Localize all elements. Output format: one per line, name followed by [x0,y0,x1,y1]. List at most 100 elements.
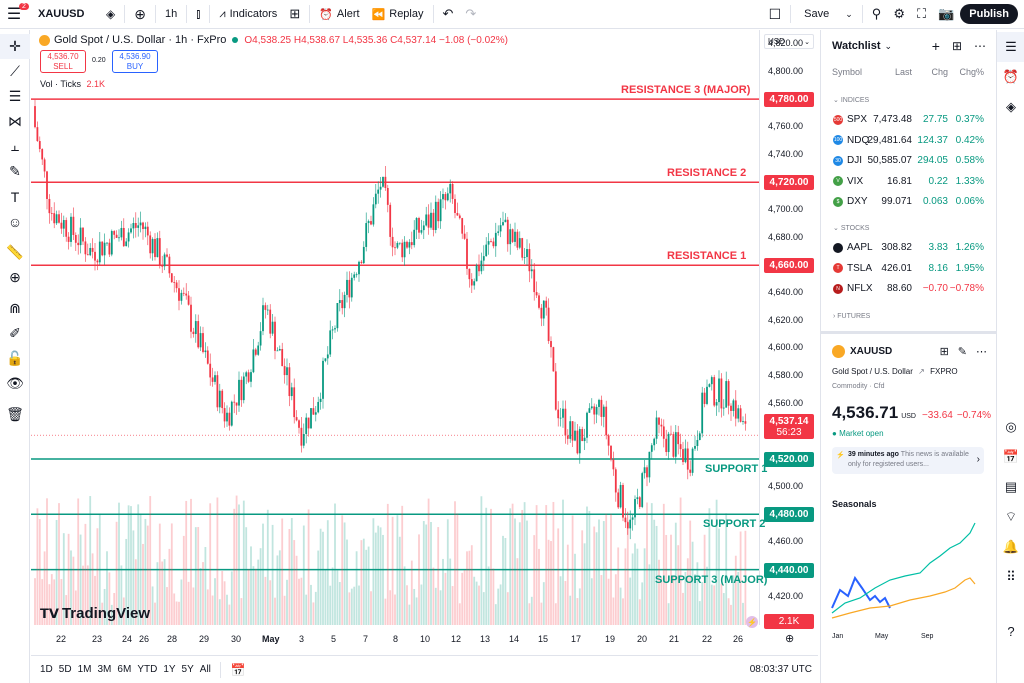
level-label[interactable]: RESISTANCE 2 [667,167,747,180]
text-icon[interactable]: T [10,188,20,205]
save-button[interactable]: Save [804,8,830,20]
seasonals-chart[interactable] [830,518,985,628]
watchlist-row[interactable]: 30 DJI 50,585.07 294.05 0.58% [821,150,996,171]
magnet-icon[interactable]: ⋒ [9,300,21,316]
pattern-icon[interactable]: ⋈ [8,113,22,129]
y-axis[interactable] [759,30,818,625]
col-last[interactable]: Last [894,66,912,77]
watchlist-row[interactable]: AAPL 308.82 3.83 1.26% [821,237,996,258]
quick-search-icon[interactable]: ⚲ [871,6,882,21]
seasonals-title[interactable]: Seasonals [832,499,877,509]
sell-button[interactable]: 4,536.70 SELL [40,50,86,73]
menu-button[interactable]: ☰ 2 [0,0,29,29]
apps-icon[interactable]: ⠿ [1006,569,1016,584]
layout-icon[interactable]: ⊞ [939,345,949,358]
symbol-title[interactable]: Gold Spot / U.S. Dollar · 1h · FxPro [54,34,227,46]
interval-button[interactable]: 1h [164,8,178,20]
axis-settings-icon[interactable]: ⊕ [785,633,795,645]
redo-icon[interactable]: ↷ [465,6,477,21]
add-symbol-icon[interactable]: + [931,38,940,54]
replay-button[interactable]: ⏪ Replay [366,0,430,29]
chevron-down-icon[interactable]: ⌄ [884,40,893,51]
details-symbol[interactable]: XAUUSD [850,345,893,357]
chart-area[interactable]: Gold Spot / U.S. Dollar · 1h · FxPro O4,… [31,30,818,655]
watchlist-row[interactable]: 100 NDQ 29,481.64 124.37 0.42% [821,130,996,151]
add-symbol-icon[interactable]: ⊕ [134,5,146,22]
lock-icon[interactable]: 🔓 [6,350,24,366]
alert-button[interactable]: ⏰ Alert [313,0,365,29]
level-label[interactable]: SUPPORT 2 [703,518,766,531]
help-icon[interactable]: ? [1007,623,1015,639]
level-label[interactable]: RESISTANCE 1 [667,250,747,263]
group-futures[interactable]: › FUTURES [833,313,870,320]
crosshair-icon[interactable]: ✛ [0,34,30,59]
lightning-icon[interactable]: ⚡ [746,616,758,628]
stream-icon[interactable]: ⌔ [1004,509,1018,524]
trash-icon[interactable]: 🗑 [6,406,24,422]
eye-icon[interactable]: 👁 [6,375,24,391]
watchlist-row[interactable]: N NFLX 88.60 −0.70 −0.78% [821,278,996,299]
group-stocks[interactable]: ⌄ STOCKS [833,224,869,232]
fullscreen-icon[interactable]: ⛶ [916,6,927,21]
trend-line-icon[interactable]: ⟋ [10,63,20,79]
layouts-icon[interactable]: ⊞ [289,6,301,21]
stay-in-drawing-icon[interactable]: ✐ [9,325,21,341]
level-label[interactable]: SUPPORT 3 (MAJOR) [655,573,768,586]
level-label[interactable]: RESISTANCE 3 (MAJOR) [621,84,751,97]
price-chart[interactable] [31,30,818,655]
buy-button[interactable]: 4,536.90 BUY [112,50,158,73]
utc-clock[interactable]: 08:03:37 UTC [749,664,812,675]
more-icon[interactable]: ⋯ [974,39,986,53]
col-chg[interactable]: Chg [931,66,948,77]
range-button[interactable]: All [199,664,211,675]
indicators-button[interactable]: ⩘ Indicators [213,0,283,29]
undo-icon[interactable]: ↶ [442,6,454,21]
goto-date-icon[interactable]: 📅 [230,662,246,677]
range-button[interactable]: 1Y [163,664,176,675]
col-symbol[interactable]: Symbol [832,66,863,77]
range-button[interactable]: 5Y [181,664,194,675]
fullscreen-layout-icon[interactable]: ☐ [768,5,782,22]
publish-button[interactable]: Publish [960,0,1024,29]
calendar-icon[interactable]: 📅 [1002,449,1020,464]
compare-icon[interactable]: ◈ [106,7,116,21]
camera-icon[interactable]: 📷 [938,6,955,21]
level-label[interactable]: SUPPORT 1 [705,462,768,475]
watchlist-row[interactable]: 500 SPX 7,473.48 27.75 0.37% [821,109,996,130]
more-icon[interactable]: ⋯ [976,345,987,358]
candle-body [547,307,550,342]
ruler-icon[interactable]: 📏 [6,244,24,260]
brush-icon[interactable]: ✎ [9,163,21,179]
bell-icon[interactable]: 🔔 [1002,539,1020,554]
external-link-icon[interactable]: ↗ [918,367,925,376]
fib-retracement-icon[interactable]: ☰ [8,88,22,104]
prediction-icon[interactable]: ⫠ [10,138,20,154]
advanced-view-icon[interactable]: ⊞ [951,39,962,53]
watchlist-row[interactable]: $ DXY 99.071 0.063 0.06% [821,191,996,212]
watchlist-row[interactable]: V VIX 16.81 0.22 1.33% [821,171,996,192]
watchlist-row[interactable]: T TSLA 426.01 8.16 1.95% [821,258,996,279]
currency-selector[interactable]: USD ⌄ [764,34,814,49]
range-button[interactable]: 3M [97,664,112,675]
layers-icon[interactable]: ◈ [1006,99,1016,114]
range-button[interactable]: 1D [40,664,53,675]
chevron-down-icon[interactable]: ⌄ [845,8,853,19]
watchlist-title[interactable]: Watchlist [832,40,881,52]
news-card[interactable]: ⚡ 39 minutes ago This news is available … [832,447,984,474]
range-button[interactable]: YTD [137,664,158,675]
edit-icon[interactable]: ✎ [957,345,967,358]
range-button[interactable]: 5D [58,664,72,675]
symbol-search[interactable]: XAUUSD [38,8,85,20]
range-button[interactable]: 6M [117,664,132,675]
col-chg-pct[interactable]: Chg% [959,66,984,77]
range-button[interactable]: 1M [77,664,92,675]
group-indices[interactable]: ⌄ INDICES [833,96,869,104]
alerts-clock-icon[interactable]: ⏰ [1002,69,1020,84]
zoom-in-icon[interactable]: ⊕ [9,269,21,285]
ideas-icon[interactable]: ▤ [1004,479,1018,494]
settings-gear-icon[interactable]: ⚙ [893,6,905,21]
emoji-icon[interactable]: ☺ [7,213,23,230]
target-icon[interactable]: ◎ [1005,419,1017,434]
candles-icon[interactable]: ⫾ [196,6,201,21]
watchlist-icon[interactable]: ☰ [997,32,1024,62]
